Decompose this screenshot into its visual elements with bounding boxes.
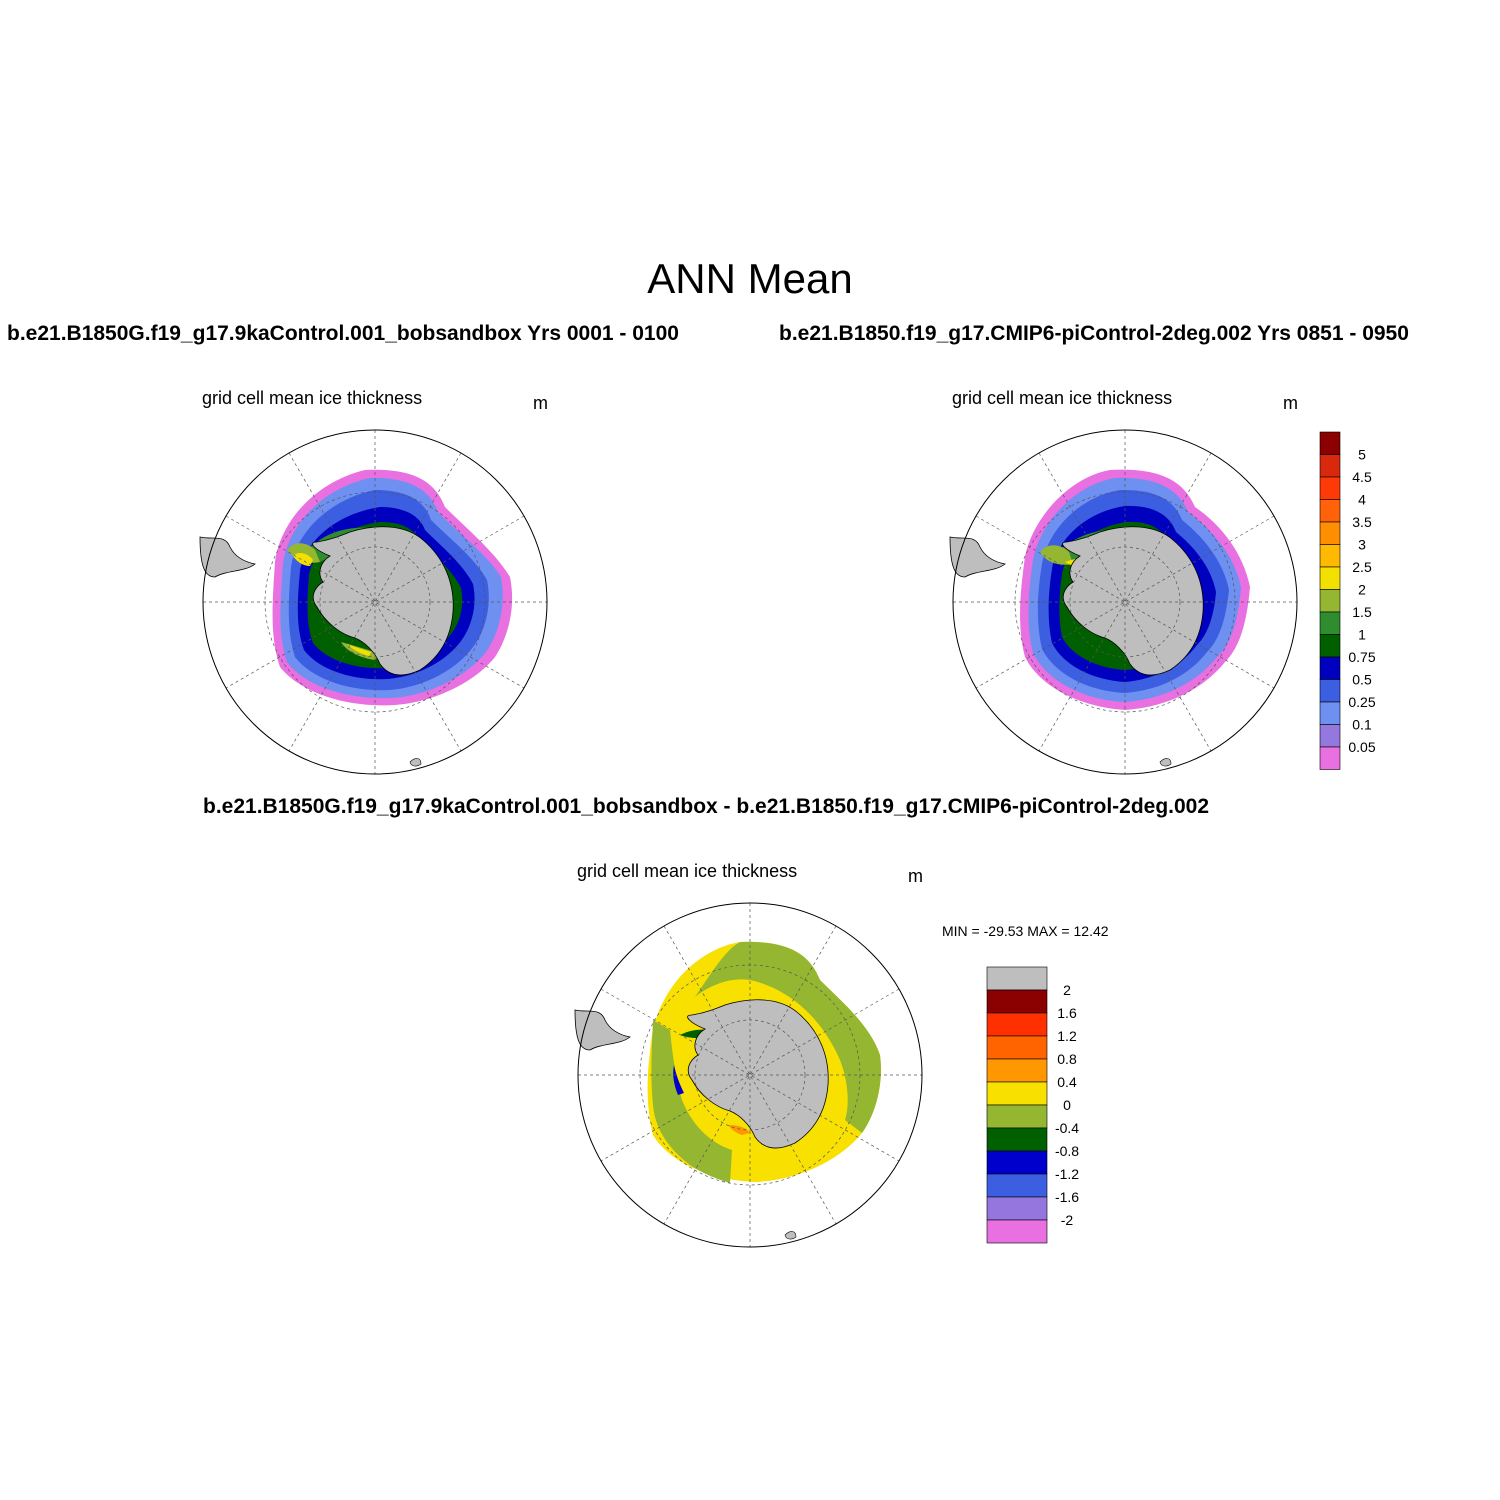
colorbar-diff-swatch [986, 1127, 1048, 1152]
panel1-units-label: m [533, 393, 548, 413]
colorbar-main-swatch [1319, 454, 1341, 478]
antarctica-landmass-diff [687, 999, 829, 1149]
colorbar-diff-tick-label: 0.8 [1057, 1051, 1077, 1067]
colorbar-main-tick-label: 0.1 [1352, 717, 1372, 733]
colorbar-main-swatch [1319, 701, 1341, 725]
panel1-variable-label: grid cell mean ice thickness [202, 388, 423, 408]
south-america-landmass-diff [574, 1009, 631, 1051]
island-panel2 [1159, 758, 1172, 767]
colorbar-diff-swatch [986, 1173, 1048, 1198]
colorbar-main-tick-label: 2.5 [1352, 559, 1372, 575]
colorbar-main-swatch [1319, 656, 1341, 680]
colorbar-diff-tick-label: -1.6 [1055, 1189, 1079, 1205]
colorbar-main-tick-label: 0.25 [1348, 694, 1375, 710]
south-america-landmass-panel2 [949, 536, 1006, 578]
grid-lines-panel1 [203, 430, 547, 774]
panel1-case-title: b.e21.B1850G.f19_g17.9kaControl.001_bobs… [7, 322, 679, 345]
map-boundary-panel2 [952, 429, 1298, 775]
colorbar-main-tick-label: 2 [1358, 582, 1366, 598]
colorbar-main-swatch [1319, 724, 1341, 748]
island-panel1 [409, 758, 422, 767]
panel2-case-title: b.e21.B1850.f19_g17.CMIP6-piControl-2deg… [779, 322, 1409, 345]
south-america-landmass-panel1 [199, 536, 256, 578]
colorbar-diff-tick-label: -0.4 [1055, 1120, 1079, 1136]
colorbar-main-swatch [1319, 634, 1341, 658]
antarctica-landmass-panel1 [312, 526, 454, 676]
colorbar-diff-tick-label: 0 [1063, 1097, 1071, 1113]
colorbar-main-tick-label: 4.5 [1352, 469, 1372, 485]
antarctica-landmass-panel2 [1062, 526, 1204, 676]
island-diff [784, 1231, 797, 1240]
colorbar-main-tick-label: 0.5 [1352, 672, 1372, 688]
colorbar-diff-swatch [986, 1219, 1048, 1244]
colorbar-main-swatch [1319, 589, 1341, 613]
colorbar-diff-tick-label: -2 [1061, 1212, 1074, 1228]
colorbar-diff-swatch [986, 989, 1048, 1014]
colorbar-diff-swatch [986, 1196, 1048, 1221]
colorbar-diff-swatch [986, 1012, 1048, 1037]
colorbar-diff-swatch [986, 1035, 1048, 1060]
colorbar-main-tick-label: 4 [1358, 492, 1366, 508]
colorbar-main-swatch [1319, 431, 1341, 455]
colorbar-diff-swatch [986, 1058, 1048, 1083]
colorbar-main-swatch [1319, 679, 1341, 703]
colorbar-diff-swatch [986, 966, 1048, 991]
colorbar-main-swatch [1319, 746, 1341, 770]
colorbar-main-tick-label: 0.05 [1348, 739, 1375, 755]
colorbar-diff: 2 1.6 1.2 0.8 0.4 0 -0.4 -0.8 -1.2 -1.6 -2 [986, 966, 1079, 1244]
colorbar-diff-swatch [986, 1150, 1048, 1175]
colorbar-main-tick-label: 0.75 [1348, 649, 1375, 665]
colorbar-diff-tick-label: -0.8 [1055, 1143, 1079, 1159]
diff-variable-label: grid cell mean ice thickness [577, 861, 798, 881]
colorbar-main-swatch [1319, 476, 1341, 500]
colorbar-diff-tick-label: -1.2 [1055, 1166, 1079, 1182]
colorbar-main-swatch [1319, 611, 1341, 635]
colorbar-main-tick-label: 3 [1358, 537, 1366, 553]
map-diff [574, 902, 923, 1248]
map-boundary-panel1 [202, 429, 548, 775]
colorbar-main-swatch [1319, 566, 1341, 590]
colorbar-main-tick-label: 5 [1358, 447, 1366, 463]
colorbar-main-tick-label: 1 [1358, 627, 1366, 643]
diff-min-max-stats: MIN = -29.53 MAX = 12.42 [942, 923, 1109, 939]
colorbar-main: 5 4.5 4 3.5 3 2.5 2 1.5 1 0.75 0.5 0.25 0.1 0.05 [1319, 431, 1376, 770]
grid-lines-panel2 [953, 430, 1297, 774]
diff-case-title: b.e21.B1850G.f19_g17.9kaControl.001_bobs… [203, 795, 1210, 818]
colorbar-diff-swatch [986, 1104, 1048, 1129]
colorbar-diff-tick-label: 0.4 [1057, 1074, 1077, 1090]
colorbar-main-tick-label: 3.5 [1352, 514, 1372, 530]
colorbar-diff-tick-label: 1.2 [1057, 1028, 1077, 1044]
colorbar-main-swatch [1319, 521, 1341, 545]
page-title: ANN Mean [647, 255, 853, 302]
panel2-variable-label: grid cell mean ice thickness [952, 388, 1173, 408]
colorbar-diff-swatch [986, 1081, 1048, 1106]
colorbar-diff-tick-label: 2 [1063, 982, 1071, 998]
map-boundary-diff [577, 902, 923, 1248]
colorbar-main-swatch [1319, 499, 1341, 523]
map-panel2 [949, 429, 1298, 775]
grid-lines-diff [578, 903, 922, 1247]
map-panel1 [199, 429, 548, 775]
colorbar-main-swatch [1319, 544, 1341, 568]
colorbar-main-tick-label: 1.5 [1352, 604, 1372, 620]
panel2-units-label: m [1283, 393, 1298, 413]
colorbar-diff-tick-label: 1.6 [1057, 1005, 1077, 1021]
diff-units-label: m [908, 866, 923, 886]
